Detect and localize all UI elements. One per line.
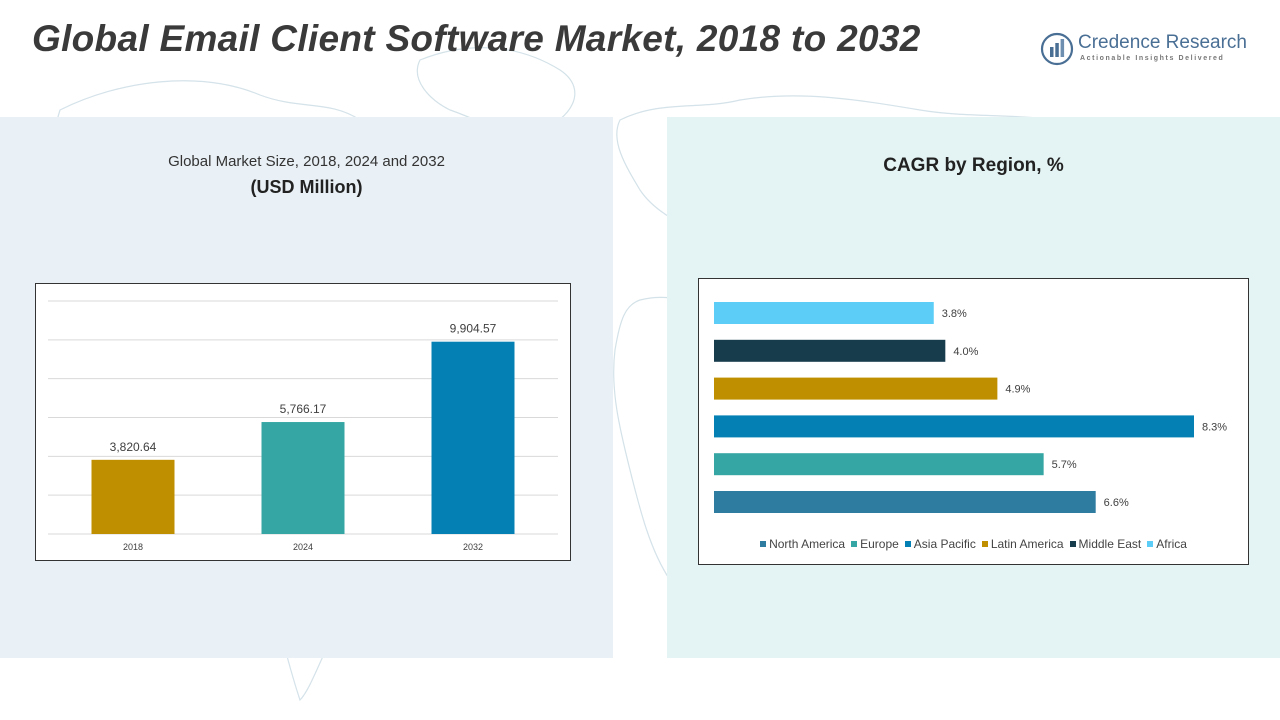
- x-tick-label: 2024: [293, 542, 313, 552]
- legend-item: Africa: [1147, 537, 1187, 551]
- cagr-panel: CAGR by Region, % 6.6% 5.7% 8.3% 4.9% 4.0% 3.…: [667, 117, 1280, 658]
- market-size-subtitle: (USD Million): [250, 177, 363, 197]
- logo-name: Credence Research: [1078, 32, 1247, 53]
- bar-2024: [261, 422, 345, 534]
- x-tick-label: 2018: [123, 542, 143, 552]
- legend-swatch: [981, 541, 988, 547]
- legend-label: Europe: [860, 537, 899, 551]
- legend-item: Middle East: [1069, 537, 1142, 551]
- bar-2032: [431, 341, 515, 534]
- legend-label: Latin America: [990, 537, 1064, 551]
- company-logo: Credence Research Actionable Insights De…: [1040, 30, 1260, 70]
- hbar-north-america: [714, 491, 1096, 513]
- hbar-africa: [714, 302, 934, 324]
- legend-swatch: [851, 541, 858, 547]
- hbar-europe: [714, 453, 1044, 476]
- legend-label: Middle East: [1078, 537, 1142, 551]
- legend-item: Europe: [851, 537, 899, 551]
- hbar-latin-america: [714, 377, 998, 400]
- logo-tagline: Actionable Insights Delivered: [1080, 55, 1225, 62]
- market-size-bar-chart: 3,820.64 2018 5,766.17 2024 9,904.57 2032: [48, 300, 558, 552]
- hbar-value-label: 4.9%: [1005, 384, 1030, 396]
- legend-item: Asia Pacific: [904, 537, 976, 551]
- cagr-title: CAGR by Region, %: [883, 155, 1064, 176]
- hbar-value-label: 5.7%: [1052, 459, 1077, 471]
- cagr-bar-chart: 6.6% 5.7% 8.3% 4.9% 4.0% 3.8%: [714, 302, 1227, 513]
- bar-value-label: 9,904.57: [450, 322, 497, 336]
- legend-swatch: [760, 541, 767, 547]
- cagr-legend: North America Europe Asia Pacific Latin Ame…: [699, 537, 1248, 551]
- hbar-value-label: 3.8%: [942, 308, 967, 320]
- logo-icon: [1040, 32, 1074, 66]
- bar-value-label: 3,820.64: [110, 440, 157, 454]
- legend-item: North America: [760, 537, 845, 551]
- cagr-chart: 6.6% 5.7% 8.3% 4.9% 4.0% 3.8% North America Eu…: [698, 278, 1249, 565]
- hbar-value-label: 6.6%: [1104, 497, 1129, 509]
- legend-swatch: [1069, 541, 1076, 547]
- hbar-value-label: 8.3%: [1202, 421, 1227, 433]
- legend-swatch: [904, 541, 911, 547]
- hbar-asia-pacific: [714, 415, 1194, 438]
- market-size-chart: 3,820.64 2018 5,766.17 2024 9,904.57 2032: [35, 283, 571, 561]
- page-title: Global Email Client Software Market, 201…: [32, 18, 921, 59]
- hbar-middle-east: [714, 339, 946, 362]
- legend-label: North America: [769, 537, 846, 551]
- legend-label: Asia Pacific: [913, 537, 976, 551]
- legend-label: Africa: [1156, 537, 1187, 551]
- x-tick-label: 2032: [463, 542, 483, 552]
- market-size-panel: Global Market Size, 2018, 2024 and 2032 …: [0, 117, 613, 658]
- market-size-title: Global Market Size, 2018, 2024 and 2032: [168, 153, 445, 170]
- bar-2018: [91, 459, 175, 534]
- hbar-value-label: 4.0%: [953, 346, 978, 358]
- bar-value-label: 5,766.17: [280, 402, 327, 416]
- legend-swatch: [1147, 541, 1154, 547]
- legend-item: Latin America: [981, 537, 1064, 551]
